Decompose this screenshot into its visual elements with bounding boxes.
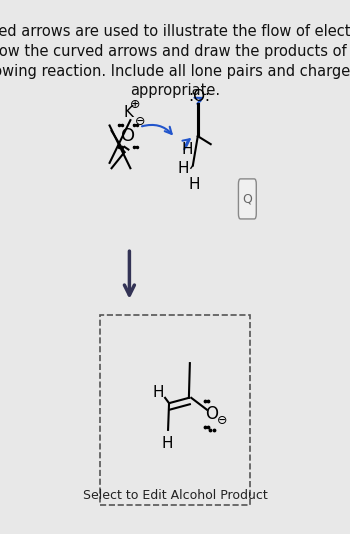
FancyArrowPatch shape: [142, 125, 172, 134]
Text: Q: Q: [243, 192, 252, 205]
Text: H: H: [152, 385, 164, 400]
Text: O: O: [121, 127, 135, 145]
Text: H: H: [181, 142, 193, 157]
FancyArrowPatch shape: [182, 139, 190, 150]
Text: $\ominus$: $\ominus$: [134, 115, 145, 128]
FancyArrowPatch shape: [195, 98, 202, 104]
Text: $\oplus$: $\oplus$: [129, 98, 140, 111]
Text: K: K: [124, 105, 133, 120]
Text: $\ominus$: $\ominus$: [216, 414, 227, 427]
FancyBboxPatch shape: [238, 179, 256, 219]
Text: :O:: :O:: [188, 89, 210, 104]
Bar: [100, 315, 250, 505]
FancyArrowPatch shape: [124, 251, 134, 295]
Text: H: H: [188, 177, 200, 192]
Text: Curved arrows are used to illustrate the flow of electrons.
Follow the curved ar: Curved arrows are used to illustrate the…: [0, 24, 350, 98]
Text: H: H: [177, 161, 189, 176]
Text: H: H: [161, 436, 173, 451]
Text: Select to Edit Alcohol Product: Select to Edit Alcohol Product: [83, 489, 267, 501]
Text: O: O: [205, 405, 218, 423]
